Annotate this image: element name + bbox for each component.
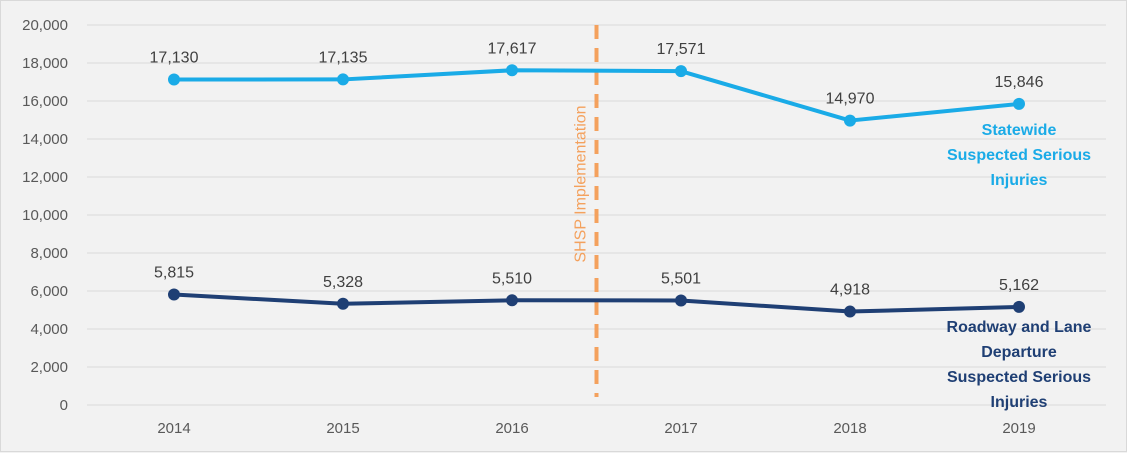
x-tick-label: 2016 — [495, 420, 528, 437]
data-label: 17,130 — [150, 50, 199, 67]
series-name-label: Injuries — [991, 394, 1048, 411]
series-name-label: Suspected Serious — [947, 147, 1091, 164]
y-tick-label: 12,000 — [22, 169, 68, 186]
y-tick-label: 18,000 — [22, 55, 68, 72]
data-label: 5,815 — [154, 265, 194, 282]
y-tick-label: 4,000 — [30, 321, 68, 338]
data-label: 5,328 — [323, 274, 363, 291]
y-tick-label: 10,000 — [22, 207, 68, 224]
data-point — [844, 305, 856, 318]
data-label: 15,846 — [995, 74, 1044, 91]
x-tick-label: 2017 — [664, 420, 697, 437]
y-tick-label: 20,000 — [22, 17, 68, 34]
data-point — [168, 73, 180, 86]
series-name-label: Injuries — [991, 172, 1048, 189]
data-label: 17,135 — [319, 49, 368, 66]
data-point — [1013, 300, 1025, 313]
data-label: 14,970 — [826, 91, 875, 108]
x-tick-label: 2018 — [833, 420, 866, 437]
shsp-implementation-label: SHSP Implementation — [573, 105, 590, 262]
y-tick-label: 6,000 — [30, 283, 68, 300]
series-line-1 — [173, 292, 1020, 314]
data-point — [506, 294, 518, 307]
data-point — [675, 65, 687, 78]
y-tick-label: 8,000 — [30, 245, 68, 262]
data-label: 17,617 — [488, 40, 537, 57]
x-tick-label: 2019 — [1002, 420, 1035, 437]
y-tick-label: 0 — [60, 397, 68, 414]
x-tick-label: 2015 — [326, 420, 359, 437]
data-point — [337, 73, 349, 86]
data-label: 5,501 — [661, 270, 701, 287]
y-tick-label: 14,000 — [22, 131, 68, 148]
data-point — [506, 64, 518, 77]
series-name-label: Roadway and Lane — [947, 319, 1092, 336]
data-point — [168, 288, 180, 301]
data-point — [675, 294, 687, 307]
data-label: 5,162 — [999, 277, 1039, 294]
series-name-label: Statewide — [982, 122, 1057, 139]
data-label: 4,918 — [830, 282, 870, 299]
series-name-label: Suspected Serious — [947, 369, 1091, 386]
y-tick-label: 2,000 — [30, 359, 68, 376]
data-point — [337, 297, 349, 310]
series-line-0 — [173, 68, 1020, 123]
data-label: 17,571 — [657, 41, 706, 58]
y-tick-label: 16,000 — [22, 93, 68, 110]
data-point — [844, 114, 856, 127]
data-label: 5,510 — [492, 270, 532, 287]
x-tick-label: 2014 — [157, 420, 190, 437]
series-name-label: Departure — [981, 344, 1057, 361]
data-point — [1013, 97, 1025, 110]
